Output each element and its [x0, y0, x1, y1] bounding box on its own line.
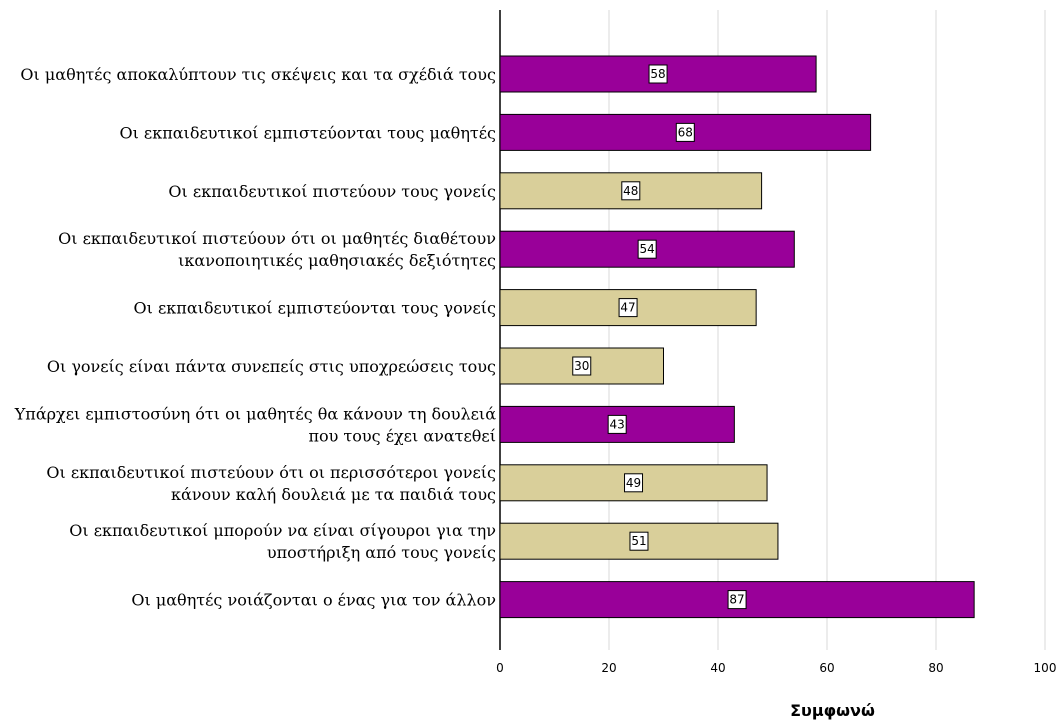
data-label-box-1: [675, 122, 695, 142]
category-label-3-line-1: ικανοποιητικές μαθησιακές δεξιότητες: [178, 251, 496, 270]
category-label-1: Οι εκπαιδευτικοί εμπιστεύονται τους μαθη…: [119, 123, 496, 142]
data-label-9: 87: [729, 593, 744, 607]
data-label-box-0: [648, 64, 668, 84]
x-tick-label-1: 20: [601, 661, 616, 675]
data-label-box-7: [624, 473, 644, 493]
data-label-5: 30: [574, 359, 589, 373]
category-label-6-line-1: που τους έχει ανατεθεί: [308, 426, 496, 445]
data-label-4: 47: [620, 301, 635, 315]
x-tick-label-0: 0: [496, 661, 504, 675]
data-label-box-5: [572, 356, 592, 376]
category-labels: Οι μαθητές αποκαλύπτουν τις σκέψεις και …: [14, 65, 496, 610]
data-label-7: 49: [626, 476, 641, 490]
data-label-box-4: [618, 298, 638, 318]
data-label-3: 54: [640, 242, 655, 256]
data-label-0: 58: [650, 67, 665, 81]
data-label-1: 68: [678, 125, 693, 139]
category-label-2: Οι εκπαιδευτικοί πιστεύουν τους γονείς: [168, 182, 496, 201]
bar-5: [499, 347, 664, 385]
category-label-0: Οι μαθητές αποκαλύπτουν τις σκέψεις και …: [20, 65, 496, 84]
data-label-box-2: [621, 181, 641, 201]
bar-2: [499, 172, 763, 210]
data-label-box-9: [727, 590, 747, 610]
category-label-8-line-0: Οι εκπαιδευτικοί μπορούν να είναι σίγουρ…: [69, 521, 496, 540]
data-label-6: 43: [610, 417, 625, 431]
x-tick-label-5: 100: [1034, 661, 1057, 675]
category-label-4: Οι εκπαιδευτικοί εμπιστεύονται τους γονε…: [134, 299, 497, 318]
x-tick-labels: 0 20 40 60 80 100: [496, 661, 1056, 675]
data-label-box-8: [629, 531, 649, 551]
category-label-7-line-1: κάνουν καλή δουλειά με τα παιδιά τους: [171, 485, 496, 504]
x-axis-title: Συμφωνώ: [790, 701, 875, 720]
data-label-box-3: [637, 239, 657, 259]
data-label-box-6: [607, 414, 627, 434]
category-label-8-line-1: υποστήριξη από τους γονείς: [267, 543, 496, 562]
x-tick-label-4: 80: [928, 661, 943, 675]
category-label-5: Οι γονείς είναι πάντα συνεπείς στις υποχ…: [47, 357, 496, 376]
x-tick-label-3: 60: [819, 661, 834, 675]
category-label-9: Οι μαθητές νοιάζονται ο ένας για τον άλλ…: [131, 591, 496, 610]
category-label-6-line-0: Υπάρχει εμπιστοσύνη ότι οι μαθητές θα κά…: [14, 404, 496, 423]
x-tick-label-2: 40: [710, 661, 725, 675]
category-label-3-line-0: Οι εκπαιδευτικοί πιστεύουν ότι οι μαθητέ…: [58, 229, 496, 248]
bar-0: [499, 55, 817, 93]
category-label-7-line-0: Οι εκπαιδευτικοί πιστεύουν ότι οι περισσ…: [46, 463, 496, 482]
data-label-8: 51: [631, 534, 646, 548]
data-label-2: 48: [623, 184, 638, 198]
bars: 58 68 48 54 47 30 43 49 51 87: [499, 55, 975, 619]
